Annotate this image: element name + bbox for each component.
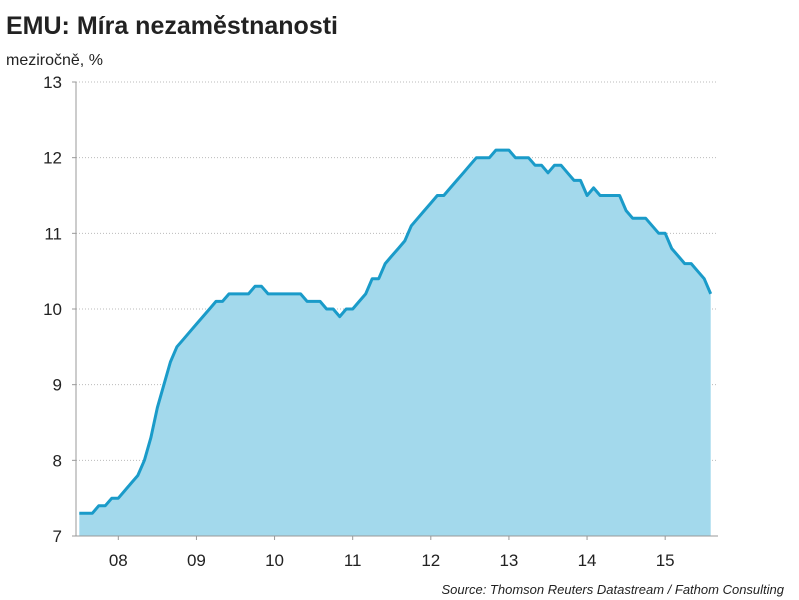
chart-subtitle: meziročně, % — [6, 52, 103, 69]
y-tick-label: 7 — [53, 527, 62, 546]
x-tick-label: 10 — [265, 551, 284, 570]
source-note: Source: Thomson Reuters Datastream / Fat… — [442, 582, 785, 597]
y-tick-label: 8 — [53, 451, 62, 470]
chart-title: EMU: Míra nezaměstnanosti — [6, 12, 338, 40]
y-tick-label: 10 — [43, 300, 62, 319]
x-tick-label: 13 — [499, 551, 518, 570]
x-tick-label: 09 — [187, 551, 206, 570]
area-fill — [79, 150, 711, 536]
y-tick-label: 13 — [43, 73, 62, 92]
y-tick-label: 11 — [44, 224, 62, 243]
area-line — [79, 148, 713, 515]
x-tick-label: 08 — [109, 551, 128, 570]
x-tick-label: 15 — [656, 551, 675, 570]
x-tick-label: 12 — [421, 551, 440, 570]
x-tick-label: 14 — [578, 551, 597, 570]
y-tick-label: 12 — [43, 149, 62, 168]
x-tick-label: 11 — [344, 551, 362, 570]
y-tick-label: 9 — [53, 376, 62, 395]
